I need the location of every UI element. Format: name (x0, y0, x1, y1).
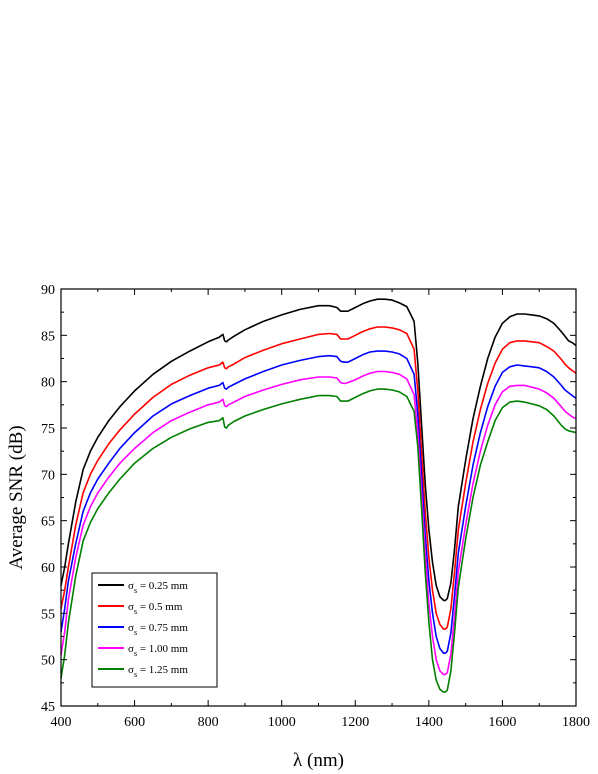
x-axis-title: λ (nm) (293, 750, 344, 771)
legend-label: σs = 1.00 mm (128, 643, 188, 658)
x-tick-label: 400 (51, 715, 72, 730)
plot-area (60, 298, 577, 693)
y-tick-label: 90 (41, 283, 55, 298)
x-tick-label: 600 (124, 715, 145, 730)
axis-ticks: 400 600 800 1000 1200 1400 1600 1800 45 50 55 60 65 7… (41, 283, 590, 730)
series-line (60, 370, 577, 676)
series-line (60, 326, 577, 630)
y-tick-label: 75 (41, 422, 55, 437)
legend-label: σs = 0.25 mm (128, 580, 188, 595)
legend-label: σs = 0.5 mm (128, 601, 183, 616)
y-tick-label: 85 (41, 329, 55, 344)
x-tick-label: 1600 (488, 715, 516, 730)
y-tick-label: 55 (41, 607, 55, 622)
y-tick-label: 45 (41, 700, 55, 715)
series-line (60, 298, 577, 602)
y-tick-label: 80 (41, 376, 55, 391)
series-line (60, 388, 577, 693)
x-tick-label: 800 (198, 715, 219, 730)
legend-label: σs = 1.25 mm (128, 664, 188, 679)
y-tick-label: 70 (41, 468, 55, 483)
legend-label: σs = 0.75 mm (128, 622, 188, 637)
y-tick-label: 60 (41, 561, 55, 576)
y-tick-label: 50 (41, 654, 55, 669)
y-tick-label: 65 (41, 515, 55, 530)
x-tick-label: 1800 (562, 715, 590, 730)
series-line (60, 350, 577, 655)
legend: σs = 0.25 mm σs = 0.5 mm σs = 0.75 mm σs = … (91, 572, 218, 688)
x-tick-label: 1000 (268, 715, 296, 730)
x-tick-label: 1200 (341, 715, 369, 730)
x-tick-label: 1400 (415, 715, 443, 730)
y-axis-title: Average SNR (dB) (6, 425, 27, 569)
